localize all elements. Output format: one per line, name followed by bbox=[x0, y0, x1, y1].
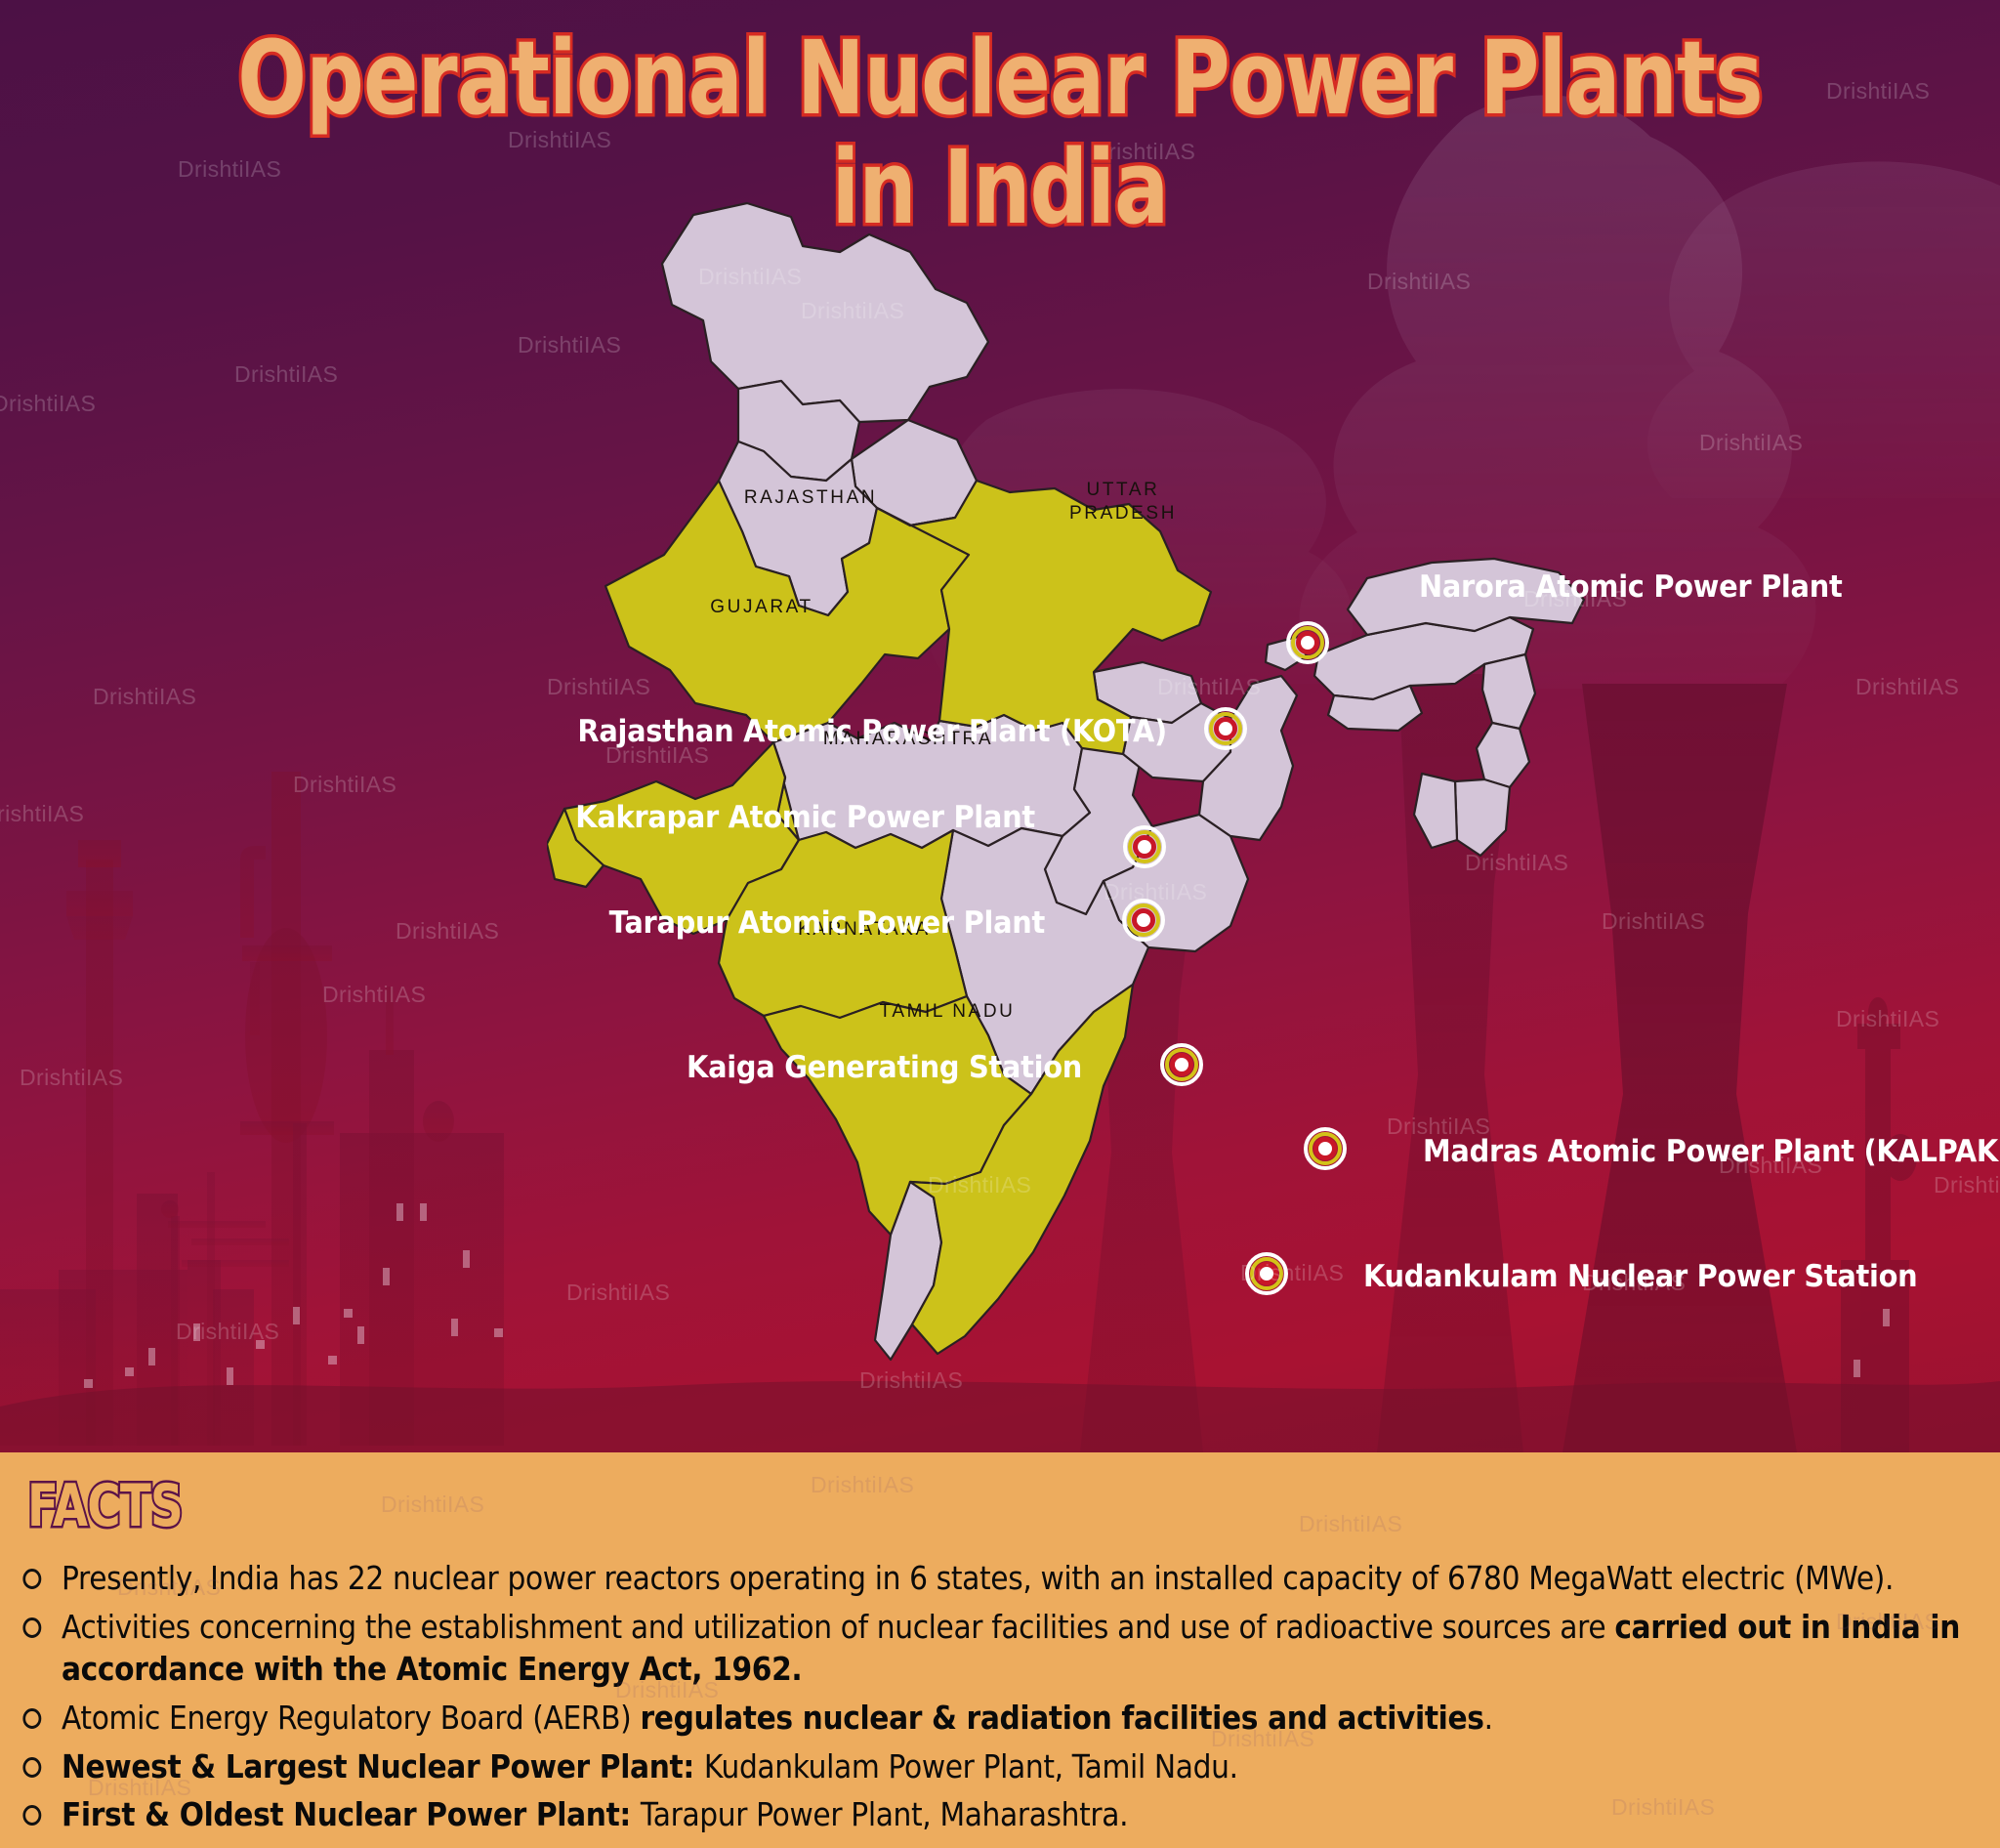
fact-text: Activities concerning the establishment … bbox=[62, 1607, 1615, 1646]
marker-yellow-ring bbox=[1250, 1257, 1283, 1290]
map-artwork-area: DrishtiIAS DrishtiIAS DrishtiIAS DrishtiIAS… bbox=[0, 0, 2000, 1452]
plant-label-madras-kalpakkam: Madras Atomic Power Plant (KALPAKKAM) bbox=[1423, 1134, 2000, 1169]
fact-text-bold: First & Oldest Nuclear Power Plant: bbox=[62, 1795, 641, 1834]
map-state-label-line: RAJASTHAN bbox=[743, 487, 878, 508]
fact-text: Kudankulam Power Plant, Tamil Nadu. bbox=[703, 1746, 1238, 1785]
marker-outer-ring bbox=[1122, 899, 1165, 942]
map-state-label-line: TAMIL NADU bbox=[879, 1001, 1016, 1022]
map-state-label: KARNATAKA bbox=[798, 918, 931, 942]
bullet-icon bbox=[22, 1569, 42, 1589]
map-states-base bbox=[660, 201, 1586, 1362]
fact-item: First & Oldest Nuclear Power Plant: Tara… bbox=[18, 1794, 1978, 1836]
fact-item: Atomic Energy Regulatory Board (AERB) re… bbox=[18, 1698, 1978, 1740]
marker-outer-ring bbox=[1304, 1127, 1347, 1170]
fact-text: . bbox=[1483, 1698, 1493, 1737]
map-state-label: MAHARASHTRA bbox=[823, 728, 993, 751]
marker-outer-ring bbox=[1286, 621, 1329, 664]
plant-label-rajasthan-kota: Rajasthan Atomic Power Plant (KOTA) bbox=[577, 714, 1167, 749]
fact-text: Tarapur Power Plant, Maharashtra. bbox=[640, 1795, 1129, 1834]
marker-outer-ring bbox=[1160, 1043, 1203, 1086]
plant-marker-kaiga[interactable] bbox=[1160, 1043, 1203, 1086]
map-state-label: RAJASTHAN bbox=[744, 486, 877, 510]
marker-red-ring bbox=[1132, 908, 1155, 932]
plant-label-narora: Narora Atomic Power Plant bbox=[1419, 569, 1843, 605]
facts-panel: DrishtiIAS DrishtiIAS DrishtiIAS DrishtiIAS… bbox=[0, 1452, 2000, 1848]
plant-marker-narora[interactable] bbox=[1286, 621, 1329, 664]
marker-outer-ring bbox=[1204, 707, 1247, 750]
marker-red-ring bbox=[1296, 631, 1319, 654]
fact-item: Activities concerning the establishment … bbox=[18, 1607, 1978, 1691]
india-map: RAJASTHAN UTTAR PRADESH GUJARAT MAHARASHTRA K… bbox=[545, 195, 2000, 1426]
plant-marker-kudankulam[interactable] bbox=[1245, 1252, 1288, 1295]
marker-outer-ring bbox=[1123, 825, 1166, 868]
fact-item: Presently, India has 22 nuclear power re… bbox=[18, 1558, 1978, 1600]
bullet-icon bbox=[22, 1707, 42, 1729]
watermark: DrishtiIAS bbox=[1299, 1511, 1403, 1536]
map-state-label: TAMIL NADU bbox=[880, 1000, 1016, 1024]
marker-yellow-ring bbox=[1127, 903, 1160, 937]
plant-label-kakrapar: Kakrapar Atomic Power Plant bbox=[575, 800, 1035, 835]
marker-red-ring bbox=[1313, 1137, 1337, 1160]
plant-marker-kakrapar[interactable] bbox=[1123, 825, 1166, 868]
fact-item: Newest & Largest Nuclear Power Plant: Ku… bbox=[18, 1746, 1978, 1788]
facts-heading: FACTS bbox=[25, 1470, 186, 1543]
map-state-label: GUJARAT bbox=[710, 596, 812, 619]
map-state-label: UTTAR PRADESH bbox=[1069, 479, 1177, 525]
facts-list: Presently, India has 22 nuclear power re… bbox=[18, 1558, 1982, 1843]
map-state-label-line: MAHARASHTRA bbox=[822, 729, 994, 749]
fact-text-bold: regulates nuclear & radiation facilities… bbox=[640, 1698, 1484, 1737]
watermark: DrishtiIAS bbox=[811, 1472, 915, 1497]
fact-text: Atomic Energy Regulatory Board (AERB) bbox=[62, 1698, 641, 1737]
window-lights bbox=[84, 1203, 1890, 1388]
plant-label-kudankulam: Kudankulam Nuclear Power Station bbox=[1363, 1259, 1918, 1294]
marker-yellow-ring bbox=[1165, 1048, 1198, 1081]
marker-red-ring bbox=[1214, 717, 1237, 740]
fact-text-bold: Newest & Largest Nuclear Power Plant: bbox=[62, 1746, 704, 1785]
plant-marker-tarapur[interactable] bbox=[1122, 899, 1165, 942]
marker-yellow-ring bbox=[1128, 830, 1161, 863]
map-state-label-line: KARNATAKA bbox=[798, 919, 931, 940]
marker-yellow-ring bbox=[1309, 1132, 1342, 1165]
marker-red-ring bbox=[1255, 1262, 1278, 1285]
plant-marker-rajasthan-kota[interactable] bbox=[1204, 707, 1247, 750]
india-map-svg bbox=[545, 201, 1586, 1362]
watermark: DrishtiIAS bbox=[381, 1491, 485, 1517]
fact-text-bold: carried out in India in accordance with … bbox=[62, 1607, 1960, 1688]
bullet-icon bbox=[22, 1805, 42, 1827]
plant-label-tarapur: Tarapur Atomic Power Plant bbox=[608, 905, 1046, 941]
fact-text: Presently, India has 22 nuclear power re… bbox=[62, 1559, 1895, 1597]
marker-outer-ring bbox=[1245, 1252, 1288, 1295]
bullet-icon bbox=[22, 1756, 42, 1778]
refinery-silhouette-group bbox=[0, 772, 504, 1446]
plant-marker-madras-kalpakkam[interactable] bbox=[1304, 1127, 1347, 1170]
plant-label-kaiga: Kaiga Generating Station bbox=[687, 1050, 1082, 1085]
transmission-mast-group bbox=[1841, 997, 1917, 1452]
map-state-label-line: GUJARAT bbox=[710, 597, 813, 617]
marker-yellow-ring bbox=[1209, 712, 1242, 745]
marker-red-ring bbox=[1170, 1053, 1193, 1076]
map-state-label-line: PRADESH bbox=[1068, 502, 1178, 524]
marker-yellow-ring bbox=[1291, 626, 1324, 659]
bullet-icon bbox=[22, 1617, 42, 1638]
map-states-highlighted bbox=[545, 479, 1213, 1356]
marker-red-ring bbox=[1133, 835, 1156, 859]
map-state-label-line: UTTAR bbox=[1086, 480, 1160, 500]
